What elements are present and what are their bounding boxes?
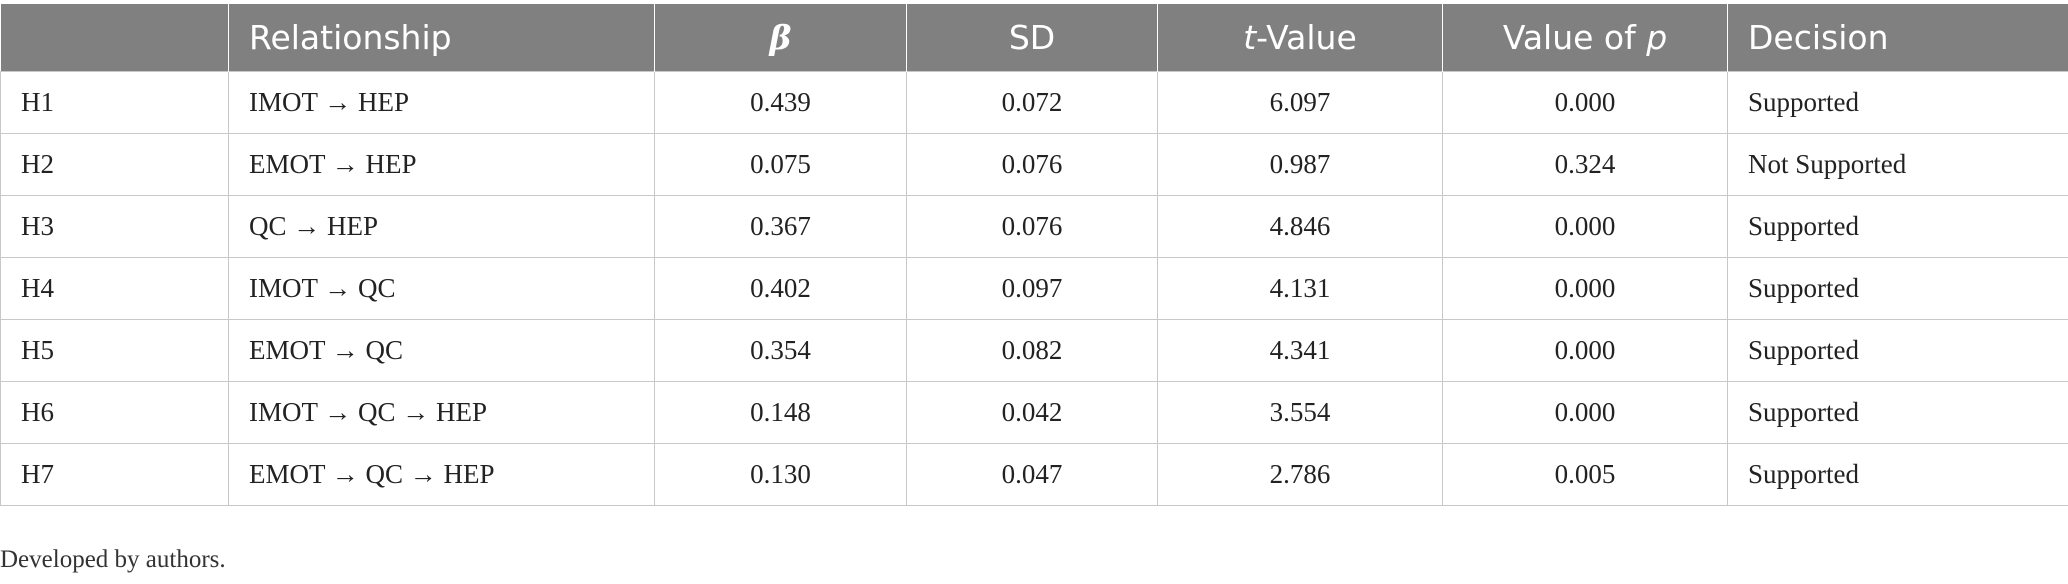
cell-decision: Not Supported	[1727, 133, 2068, 196]
cell-sd: 0.082	[906, 319, 1158, 382]
cell-t-value: 6.097	[1157, 71, 1443, 134]
header-t-value: t-Value	[1157, 4, 1443, 72]
cell-p-value: 0.000	[1442, 381, 1728, 444]
table-row: H7 EMOT → QC → HEP 0.130 0.047 2.786 0.0…	[0, 443, 2068, 506]
cell-p-value: 0.000	[1442, 195, 1728, 258]
header-p-value: Value of p	[1442, 4, 1728, 72]
cell-hypothesis: H7	[0, 443, 229, 506]
cell-hypothesis: H3	[0, 195, 229, 258]
table-row: H2 EMOT → HEP 0.075 0.076 0.987 0.324 No…	[0, 133, 2068, 196]
table-row: H3 QC → HEP 0.367 0.076 4.846 0.000 Supp…	[0, 195, 2068, 258]
cell-hypothesis: H4	[0, 257, 229, 320]
cell-p-value: 0.000	[1442, 319, 1728, 382]
cell-hypothesis: H6	[0, 381, 229, 444]
cell-decision: Supported	[1727, 319, 2068, 382]
cell-sd: 0.047	[906, 443, 1158, 506]
header-p-prefix: Value of	[1502, 18, 1647, 57]
cell-relationship: EMOT → HEP	[228, 133, 655, 196]
cell-p-value: 0.005	[1442, 443, 1728, 506]
cell-p-value: 0.000	[1442, 257, 1728, 320]
cell-relationship: IMOT → QC	[228, 257, 655, 320]
cell-t-value: 4.131	[1157, 257, 1443, 320]
table-footnote: Developed by authors.	[0, 546, 226, 573]
cell-decision: Supported	[1727, 443, 2068, 506]
cell-relationship: QC → HEP	[228, 195, 655, 258]
cell-decision: Supported	[1727, 71, 2068, 134]
cell-t-value: 0.987	[1157, 133, 1443, 196]
cell-relationship: EMOT → QC → HEP	[228, 443, 655, 506]
header-t-symbol: t	[1243, 18, 1257, 57]
cell-beta: 0.148	[654, 381, 907, 444]
cell-t-value: 4.846	[1157, 195, 1443, 258]
cell-beta: 0.354	[654, 319, 907, 382]
cell-sd: 0.072	[906, 71, 1158, 134]
cell-beta: 0.367	[654, 195, 907, 258]
cell-beta: 0.075	[654, 133, 907, 196]
cell-p-value: 0.324	[1442, 133, 1728, 196]
header-beta-label: β	[769, 18, 792, 57]
table-body: H1 IMOT → HEP 0.439 0.072 6.097 0.000 Su…	[0, 71, 2068, 506]
cell-sd: 0.076	[906, 195, 1158, 258]
results-table-container: Relationship β SD t-Value Value of p Dec…	[0, 4, 2068, 506]
cell-hypothesis: H5	[0, 319, 229, 382]
table-row: H5 EMOT → QC 0.354 0.082 4.341 0.000 Sup…	[0, 319, 2068, 382]
table-row: H1 IMOT → HEP 0.439 0.072 6.097 0.000 Su…	[0, 71, 2068, 134]
table-row: H6 IMOT → QC → HEP 0.148 0.042 3.554 0.0…	[0, 381, 2068, 444]
header-relationship: Relationship	[228, 4, 655, 72]
table-row: H4 IMOT → QC 0.402 0.097 4.131 0.000 Sup…	[0, 257, 2068, 320]
cell-decision: Supported	[1727, 381, 2068, 444]
cell-sd: 0.097	[906, 257, 1158, 320]
header-sd: SD	[906, 4, 1158, 72]
cell-t-value: 4.341	[1157, 319, 1443, 382]
cell-beta: 0.439	[654, 71, 907, 134]
header-beta: β	[654, 4, 907, 72]
header-p-symbol: p	[1646, 18, 1668, 57]
cell-sd: 0.076	[906, 133, 1158, 196]
header-t-suffix: -Value	[1256, 18, 1357, 57]
cell-t-value: 2.786	[1157, 443, 1443, 506]
cell-hypothesis: H1	[0, 71, 229, 134]
header-decision: Decision	[1727, 4, 2068, 72]
cell-relationship: EMOT → QC	[228, 319, 655, 382]
cell-relationship: IMOT → HEP	[228, 71, 655, 134]
cell-hypothesis: H2	[0, 133, 229, 196]
header-row: Relationship β SD t-Value Value of p Dec…	[0, 4, 2068, 72]
cell-t-value: 3.554	[1157, 381, 1443, 444]
cell-relationship: IMOT → QC → HEP	[228, 381, 655, 444]
cell-decision: Supported	[1727, 195, 2068, 258]
cell-beta: 0.402	[654, 257, 907, 320]
hypothesis-results-table: Relationship β SD t-Value Value of p Dec…	[0, 4, 2068, 506]
cell-beta: 0.130	[654, 443, 907, 506]
cell-decision: Supported	[1727, 257, 2068, 320]
cell-sd: 0.042	[906, 381, 1158, 444]
header-hypothesis	[0, 4, 229, 72]
table-header: Relationship β SD t-Value Value of p Dec…	[0, 4, 2068, 72]
cell-p-value: 0.000	[1442, 71, 1728, 134]
